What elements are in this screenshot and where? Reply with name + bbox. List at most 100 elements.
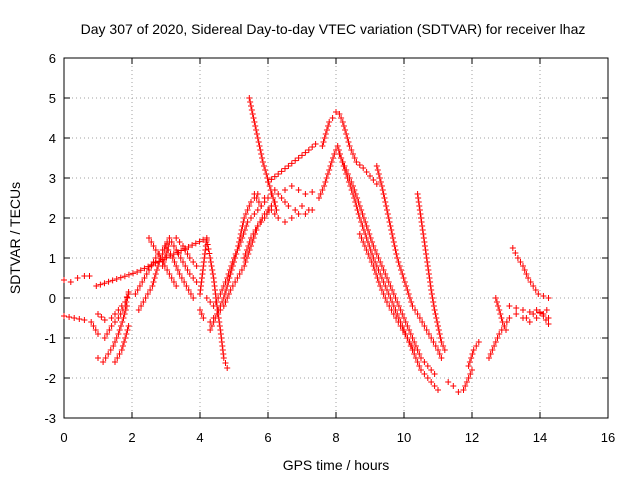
data-point: [435, 323, 441, 329]
series-sat-x: [445, 367, 475, 395]
series-sat-j: [197, 203, 275, 325]
data-point: [385, 279, 392, 285]
data-point: [302, 191, 309, 197]
data-point: [134, 269, 141, 275]
data-point: [384, 299, 390, 305]
data-point: [254, 135, 261, 141]
data-point: [378, 263, 385, 269]
data-point: [322, 179, 329, 185]
data-point: [399, 271, 406, 277]
data-point: [176, 271, 183, 277]
data-point: [344, 135, 351, 141]
data-point: [512, 250, 519, 256]
data-point: [377, 283, 384, 289]
data-point: [422, 247, 429, 253]
data-point: [95, 311, 101, 317]
data-point: [406, 295, 413, 301]
data-point: [139, 279, 146, 285]
data-point: [95, 355, 101, 361]
data-point: [173, 235, 180, 241]
data-point: [270, 195, 277, 201]
data-point: [166, 239, 173, 245]
data-point: [344, 171, 351, 177]
y-tick-label: -3: [44, 411, 56, 426]
data-point: [421, 323, 428, 329]
data-point: [371, 267, 378, 273]
data-point: [67, 279, 74, 285]
data-point: [258, 151, 265, 157]
data-point: [425, 331, 432, 337]
data-point: [250, 115, 257, 121]
data-point: [404, 287, 411, 293]
data-point: [406, 327, 413, 333]
data-point: [134, 287, 141, 293]
data-point: [250, 231, 257, 237]
data-point: [527, 279, 534, 285]
data-point: [220, 295, 227, 301]
data-point: [148, 239, 155, 245]
y-tick-label: -1: [44, 331, 56, 346]
data-point: [156, 258, 163, 265]
data-point: [373, 181, 380, 187]
data-point: [209, 271, 216, 277]
data-point: [271, 211, 278, 217]
data-point: [295, 187, 302, 193]
data-point: [236, 271, 243, 277]
data-point: [324, 171, 331, 177]
data-point: [117, 323, 124, 329]
data-point: [540, 313, 547, 319]
data-point: [215, 307, 222, 313]
data-point: [74, 275, 81, 281]
data-point: [152, 260, 159, 267]
y-tick-label: 0: [49, 291, 56, 306]
data-point: [382, 295, 389, 301]
y-tick-label: 2: [49, 211, 56, 226]
data-point: [153, 267, 160, 273]
data-point: [239, 223, 246, 229]
data-point: [225, 279, 232, 285]
series-sat-v: [373, 163, 445, 361]
data-point: [216, 319, 223, 325]
data-point: [487, 351, 494, 357]
data-point: [390, 291, 397, 297]
data-point: [285, 203, 292, 209]
data-point: [123, 331, 130, 337]
data-point: [241, 215, 248, 221]
data-point: [116, 327, 123, 333]
data-point: [509, 245, 516, 251]
data-point: [520, 263, 526, 269]
data-point: [498, 315, 505, 321]
data-point: [115, 331, 122, 337]
data-point: [219, 299, 226, 305]
data-point: [259, 155, 266, 161]
data-point: [266, 183, 273, 189]
data-point: [535, 291, 542, 297]
data-point: [178, 247, 185, 254]
data-point: [205, 246, 212, 252]
data-point: [530, 311, 537, 317]
data-point: [521, 267, 528, 273]
data-point: [165, 243, 172, 249]
data-point: [257, 147, 264, 153]
data-point: [466, 359, 473, 365]
data-point: [186, 271, 193, 277]
data-point: [475, 339, 482, 345]
data-point: [336, 111, 343, 117]
data-point: [358, 235, 365, 241]
data-points: [61, 95, 552, 395]
data-point: [253, 195, 260, 201]
data-point: [354, 195, 361, 201]
series-sat-t: [336, 151, 438, 377]
data-point: [351, 187, 358, 193]
data-point: [409, 303, 416, 309]
data-point: [181, 245, 188, 252]
data-point: [305, 147, 312, 153]
data-point: [251, 191, 258, 197]
series-sat-q: [265, 141, 319, 185]
data-point: [545, 321, 552, 327]
data-point: [275, 171, 282, 177]
data-point: [130, 270, 137, 277]
data-point: [248, 199, 254, 205]
data-point: [389, 299, 396, 305]
data-point: [329, 115, 336, 121]
